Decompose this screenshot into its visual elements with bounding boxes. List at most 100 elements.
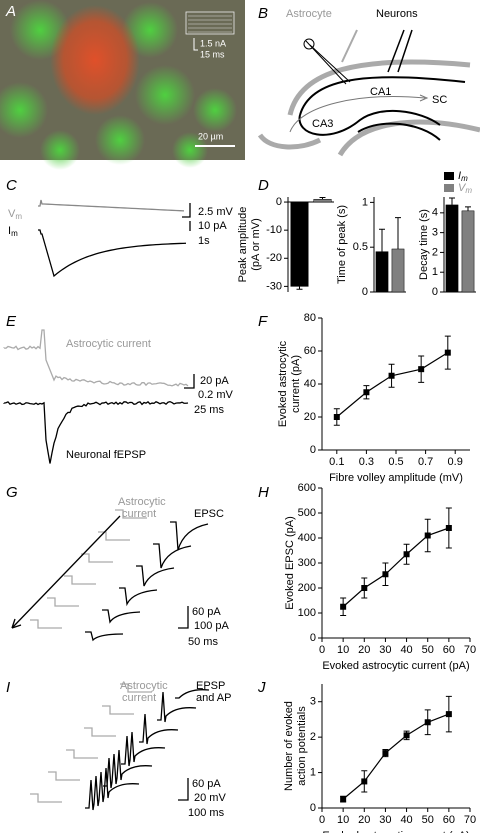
y-tick-label: 1 [310, 766, 316, 778]
y-tick-label: 0 [310, 444, 316, 456]
x-tick-label: 50 [422, 644, 434, 656]
trace [3, 329, 189, 387]
bar [375, 251, 389, 293]
data-point [340, 603, 347, 610]
trace-label: current [122, 508, 156, 520]
bar [445, 204, 459, 293]
x-axis-label: Evoked astrocytic current (pA) [322, 660, 469, 672]
data-point [424, 719, 431, 726]
x-tick-label: 40 [400, 814, 412, 826]
error-bar [465, 206, 471, 211]
x-tick-label: 0.9 [448, 456, 463, 468]
y-tick-label: 2 [432, 246, 438, 258]
diagram-label: Astrocyte [286, 8, 332, 20]
bar [461, 210, 475, 293]
micrograph [0, 0, 245, 170]
panel-letter: H [258, 484, 269, 501]
data-point [444, 349, 451, 356]
y-axis-label: (pA or mV) [250, 218, 262, 271]
legend-label: Im [458, 170, 468, 183]
data-point [418, 366, 425, 373]
traces [3, 199, 210, 811]
trace-label: Astrocytic [120, 680, 168, 692]
y-tick-label: 300 [298, 557, 316, 569]
scale-label: 0.2 mV [198, 389, 234, 401]
data-point [340, 796, 347, 803]
scale-label: 100 pA [194, 620, 230, 632]
panel-letter: C [6, 177, 17, 194]
trace-label: and AP [196, 692, 231, 704]
scale-label: 20 mV [194, 792, 226, 804]
data-point [363, 389, 370, 396]
trace [38, 199, 185, 212]
scale-label: 20 µm [198, 131, 223, 141]
scale-bar [182, 203, 191, 231]
y-axis-label: Time of peak (s) [336, 205, 348, 284]
data-line [342, 713, 450, 800]
data-point [403, 732, 410, 739]
x-tick-label: 20 [358, 644, 370, 656]
panel-letter: B [258, 5, 268, 22]
data-point [445, 525, 452, 531]
x-tick-label: 30 [379, 644, 391, 656]
y-tick-label: 0 [432, 286, 438, 298]
label-main: I [8, 225, 11, 237]
y-tick-label: 3 [310, 696, 316, 708]
y-tick-label: 60 [304, 345, 316, 357]
x-tick-label: 10 [337, 814, 349, 826]
y-tick-label: 0 [310, 632, 316, 644]
y-tick-label: 0 [310, 802, 316, 814]
trace-label: Neuronal fEPSP [66, 449, 146, 461]
y-tick-label: 500 [298, 507, 316, 519]
data-line [336, 352, 449, 418]
error-bar [395, 217, 401, 249]
diagram-label: CA1 [370, 86, 391, 98]
error-bar [296, 286, 303, 290]
trace-label: Astrocytic current [66, 338, 151, 350]
trace-label: current [122, 692, 156, 704]
x-tick-label: 50 [422, 814, 434, 826]
panel-letter: E [6, 313, 17, 330]
trace [81, 553, 113, 563]
scale-bar [178, 778, 189, 801]
data-point [424, 532, 431, 539]
y-tick-label: 200 [298, 582, 316, 594]
y-tick-label: 100 [298, 607, 316, 619]
panel-letter: G [6, 484, 18, 501]
x-tick-label: 60 [443, 644, 455, 656]
y-tick-label: 80 [304, 312, 316, 324]
y-axis-label: Decay time (s) [418, 209, 430, 280]
trace-label: EPSP [196, 680, 225, 692]
error-bar [379, 228, 385, 252]
x-tick-label: 10 [337, 644, 349, 656]
y-tick-label: 3 [432, 227, 438, 239]
scale-label: 15 ms [200, 49, 225, 59]
x-axis-label: Evoked astrocytic current (pA) [322, 830, 469, 833]
y-tick-label: 1 [432, 266, 438, 278]
trace [136, 565, 175, 587]
trace [102, 705, 134, 715]
trace [66, 749, 98, 759]
x-tick-label: 0 [319, 814, 325, 826]
y-tick-label: 0 [362, 286, 368, 298]
y-tick-label: 400 [298, 532, 316, 544]
arrow-head [11, 618, 22, 629]
x-tick-label: 0.7 [418, 456, 433, 468]
scale-label: 60 pA [192, 606, 221, 618]
scale-label: 1s [198, 235, 210, 247]
x-tick-label: 0.3 [359, 456, 374, 468]
trace-label: Im [8, 225, 18, 238]
trace [175, 689, 210, 699]
trace [102, 609, 141, 624]
scale-bar [178, 606, 189, 629]
data-point [382, 571, 389, 578]
y-axis-label: current (pA) [290, 355, 302, 413]
trace-label: Vm [8, 208, 22, 221]
trace [48, 771, 80, 781]
trace [38, 229, 187, 278]
trace [98, 531, 130, 541]
x-tick-label: 70 [464, 644, 476, 656]
panel-letter: A [5, 3, 16, 20]
label-main: V [8, 208, 16, 220]
